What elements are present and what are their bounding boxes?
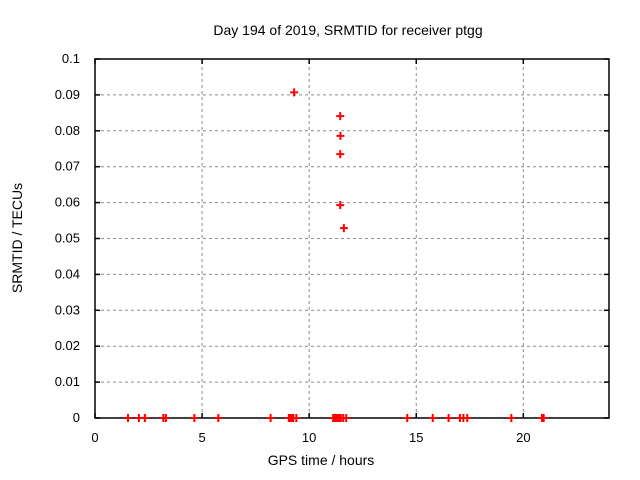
x-tick-label: 10 <box>302 430 316 445</box>
x-tick-label: 0 <box>91 430 98 445</box>
gridlines <box>95 59 609 418</box>
data-point-marker <box>161 414 170 422</box>
data-point-marker <box>444 414 453 422</box>
y-tick-label: 0.02 <box>55 338 80 353</box>
data-point-marker <box>336 131 345 140</box>
data-point-marker <box>190 414 199 422</box>
y-tick-label: 0.09 <box>55 87 80 102</box>
data-point-marker <box>339 224 348 233</box>
y-tick-label: 0.06 <box>55 195 80 210</box>
data-point-marker <box>539 414 548 422</box>
y-tick-label: 0.01 <box>55 374 80 389</box>
data-point-marker <box>428 414 437 422</box>
data-point-marker <box>403 414 412 422</box>
data-point-marker <box>214 414 223 422</box>
y-tick-label: 0 <box>73 410 80 425</box>
data-points <box>123 88 548 422</box>
data-point-marker <box>266 414 275 422</box>
chart-title: Day 194 of 2019, SRMTID for receiver ptg… <box>213 22 482 38</box>
data-point-marker <box>140 414 149 422</box>
tick-labels: 0 5 10 15 20 0 0.01 0.02 0.03 0.04 0.05 0.06 0.07 0.0… <box>55 51 531 445</box>
data-point-marker <box>290 88 299 97</box>
y-axis-label: SRMTID / TECUs <box>9 183 25 293</box>
data-point-marker <box>463 414 472 422</box>
y-tick-label: 0.03 <box>55 302 80 317</box>
y-tick-label: 0.05 <box>55 231 80 246</box>
data-point-marker <box>342 414 351 422</box>
plot-border <box>94 58 610 419</box>
data-point-marker <box>123 414 132 422</box>
y-tick-label: 0.08 <box>55 123 80 138</box>
x-tick-label: 5 <box>198 430 205 445</box>
x-tick-label: 20 <box>516 430 530 445</box>
data-point-marker <box>336 201 345 210</box>
axis-ticks <box>94 58 609 419</box>
y-tick-label: 0.04 <box>55 266 80 281</box>
data-point-marker <box>336 112 345 121</box>
data-point-marker <box>507 414 516 422</box>
y-tick-label: 0.07 <box>55 159 80 174</box>
y-tick-label: 0.1 <box>62 51 80 66</box>
x-axis-label: GPS time / hours <box>268 452 375 468</box>
x-tick-label: 15 <box>409 430 423 445</box>
data-point-marker <box>336 150 345 159</box>
data-point-marker <box>292 414 301 422</box>
